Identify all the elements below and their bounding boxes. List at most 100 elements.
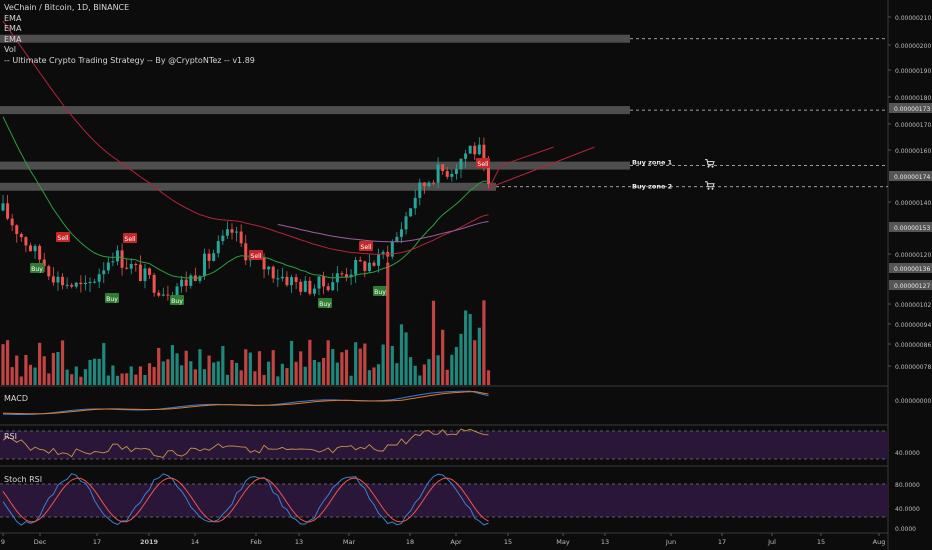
volume-bar	[317, 362, 321, 385]
volume-bar	[74, 366, 78, 385]
ema-2-label: EMA	[4, 24, 22, 33]
volume-bar	[125, 373, 129, 385]
candle	[450, 169, 454, 182]
candle	[102, 262, 106, 284]
x-axis-tick-label: Feb	[250, 538, 262, 546]
candle	[111, 252, 115, 267]
candle-body	[454, 169, 458, 174]
candle	[116, 245, 119, 266]
candle	[207, 249, 211, 269]
candle	[477, 137, 481, 156]
price-tag-label: 0.00000174	[894, 174, 930, 181]
buy-signal: Buy	[170, 295, 184, 305]
candle	[432, 179, 436, 186]
sell-signal: Sell	[359, 241, 373, 251]
candle	[317, 276, 321, 296]
candle	[148, 267, 152, 280]
candle-body	[390, 241, 394, 257]
x-axis-tick-label: Jun	[665, 538, 676, 546]
x-axis-tick-label: 2019	[140, 538, 159, 546]
x-axis-tick-label: 18	[406, 538, 414, 546]
candle	[239, 224, 243, 247]
volume-bar	[234, 362, 239, 385]
buy-signal-label: Buy	[319, 301, 331, 308]
candle	[230, 223, 234, 240]
candle-body	[459, 158, 463, 170]
y-axis-tick-label: 0.00000160	[895, 148, 931, 155]
candle	[244, 234, 248, 265]
candle	[404, 211, 408, 235]
candle-body	[285, 276, 289, 286]
candle	[331, 273, 335, 291]
buy-signal: Buy	[318, 298, 332, 308]
candle-body	[38, 245, 42, 260]
candle-body	[19, 234, 23, 238]
y-axis-tick-label: 0.00000094	[895, 322, 931, 329]
volume-bar	[138, 366, 142, 385]
volume-bar	[147, 363, 152, 385]
volume-bar	[134, 374, 138, 385]
stoch-tick-label: 0.0000	[895, 526, 916, 533]
volume-bar	[395, 363, 399, 385]
candle	[441, 164, 445, 175]
volume-bar	[225, 374, 230, 385]
candle-body	[70, 284, 74, 287]
volume-bar	[152, 367, 156, 385]
volume-bar	[367, 370, 371, 385]
buy-zone-2-label: Buy zone 2	[632, 183, 672, 191]
volume-bar	[267, 361, 271, 385]
candle-body	[230, 229, 234, 233]
stoch-d-line	[2, 477, 489, 523]
volume-bar	[93, 358, 97, 385]
price-tag	[889, 280, 932, 290]
symbol-title: VeChain / Bitcoin, 1D, BINANCE	[4, 3, 130, 12]
rsi-pane-label: RSI	[4, 432, 17, 441]
sell-signal-label: Sell	[360, 244, 371, 251]
candle-body	[102, 270, 106, 275]
candle-body	[367, 262, 371, 272]
volume-bar	[322, 358, 326, 385]
candle-body	[83, 282, 87, 285]
candle	[464, 149, 468, 168]
price-tag	[889, 171, 932, 181]
volume-bar	[308, 339, 312, 385]
candle-body	[422, 182, 426, 187]
buy-signal-label: Buy	[106, 296, 118, 303]
volume-bar	[399, 324, 404, 385]
volume-bar	[47, 373, 51, 385]
candle-body	[198, 276, 202, 281]
volume-bar	[276, 376, 280, 385]
strategy-label: -- Ultimate Crypto Trading Strategy -- B…	[4, 55, 255, 65]
candle	[189, 273, 193, 289]
candle-body	[42, 259, 46, 267]
volume-bar	[143, 375, 147, 385]
candle	[267, 265, 271, 276]
x-axis-tick-label: Dec	[34, 538, 47, 546]
volume-bar	[175, 353, 179, 385]
candle	[386, 245, 390, 266]
y-axis-tick-label: 0.00000200	[895, 43, 931, 50]
candle-body	[134, 264, 138, 266]
volume-bar	[38, 342, 42, 385]
candle	[161, 287, 165, 297]
candle-body	[161, 294, 165, 296]
candle-body	[436, 164, 440, 183]
candle	[276, 269, 280, 287]
candle	[418, 178, 422, 206]
volume-bar	[97, 358, 101, 385]
volume-bar	[477, 327, 481, 385]
candle-body	[404, 216, 408, 230]
zone-band	[0, 161, 630, 170]
rsi-line	[2, 428, 489, 458]
volume-bar	[70, 374, 74, 385]
candle-body	[331, 282, 335, 291]
volume-bar	[335, 362, 339, 385]
candle	[157, 289, 161, 298]
candle	[120, 243, 124, 276]
candle	[294, 273, 298, 290]
volume-bar	[436, 355, 440, 385]
candle-body	[157, 292, 161, 296]
volume-bar	[445, 369, 449, 385]
candle-body	[464, 153, 468, 159]
